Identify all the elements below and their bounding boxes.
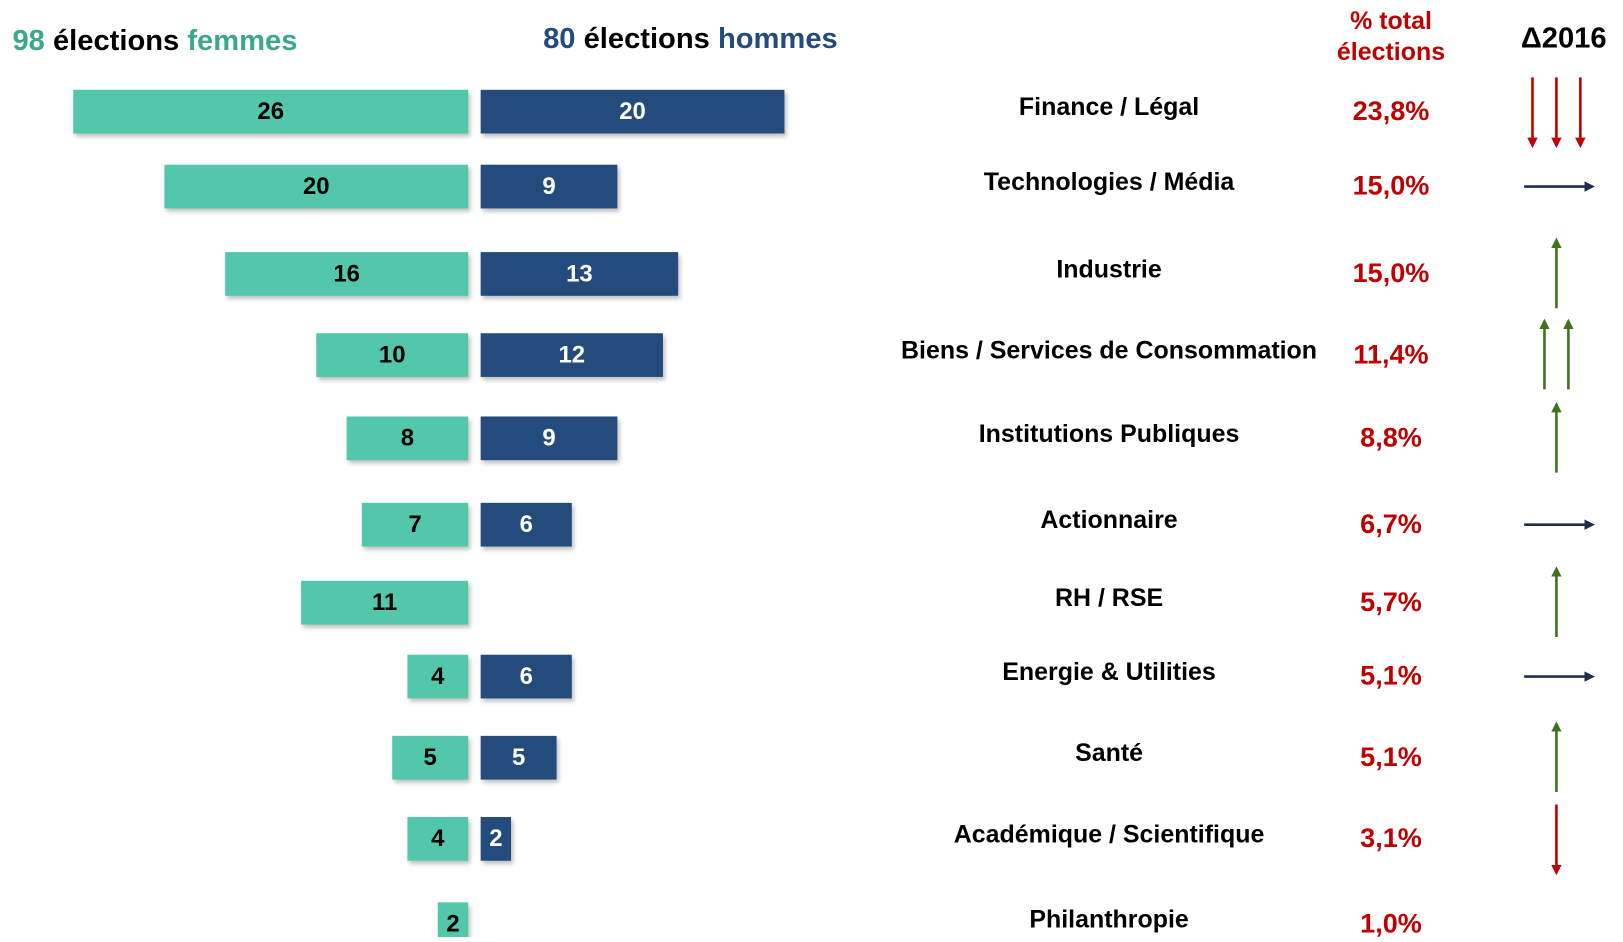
share-header: % total <box>1350 7 1432 35</box>
bar-label: 12 <box>558 341 585 368</box>
category-label: Actionnaire <box>1040 506 1177 534</box>
bar-label: 5 <box>424 744 437 771</box>
share-label: 15,0% <box>1353 258 1430 288</box>
bar <box>480 89 785 134</box>
category-label: Finance / Légal <box>1019 93 1199 121</box>
bar-label: 6 <box>520 663 533 690</box>
bar <box>437 902 469 942</box>
bar <box>480 164 618 209</box>
bar <box>480 502 572 547</box>
left-header: 98 élections femmes <box>12 25 297 57</box>
share-label: 23,8% <box>1353 96 1430 126</box>
bar-label: 11 <box>372 589 397 616</box>
share-label: 5,1% <box>1360 661 1422 691</box>
bar <box>164 164 469 209</box>
bar-label: 5 <box>512 744 525 771</box>
bar <box>480 735 557 780</box>
bar <box>480 817 512 861</box>
bar-label: 13 <box>566 260 593 287</box>
share-label: 5,1% <box>1360 742 1422 772</box>
bar <box>73 89 469 134</box>
category-label: Santé <box>1075 739 1143 767</box>
bar-label: 8 <box>401 425 414 452</box>
bar <box>361 502 469 547</box>
bar-label: 7 <box>408 511 421 538</box>
bar-label: 2 <box>489 825 502 852</box>
bar-label: 20 <box>619 98 646 125</box>
bar-label: 6 <box>520 511 533 538</box>
bar <box>480 252 679 296</box>
bar-label: 20 <box>303 173 330 200</box>
bar-label: 16 <box>333 260 360 287</box>
category-label: Biens / Services de Consommation <box>901 337 1317 365</box>
bar-label: 4 <box>431 663 445 690</box>
bar <box>225 252 469 296</box>
bar <box>407 654 469 699</box>
bar <box>480 416 618 461</box>
share-label: 1,0% <box>1360 908 1422 937</box>
bar-label: 9 <box>542 425 555 452</box>
share-header: élections <box>1337 38 1445 66</box>
bar <box>316 333 469 377</box>
category-label: Philanthropie <box>1029 906 1189 934</box>
bar-label: 2 <box>446 911 459 937</box>
category-label: Energie & Utilities <box>1002 658 1216 686</box>
bar-label: 26 <box>257 98 284 125</box>
category-label: Technologies / Média <box>984 168 1236 196</box>
share-label: 5,7% <box>1360 587 1422 617</box>
bar <box>407 817 469 861</box>
bar-label: 10 <box>379 341 406 368</box>
bar <box>480 654 572 699</box>
category-label: Industrie <box>1056 255 1161 283</box>
bar-label: 9 <box>542 173 555 200</box>
share-label: 11,4% <box>1353 339 1428 369</box>
bar <box>346 416 469 461</box>
category-label: RH / RSE <box>1055 584 1163 612</box>
share-label: 15,0% <box>1353 171 1430 201</box>
category-label: Institutions Publiques <box>979 420 1240 448</box>
share-label: 6,7% <box>1360 509 1422 539</box>
bar <box>301 580 469 625</box>
bar <box>480 333 663 377</box>
bar-label: 4 <box>431 825 445 852</box>
bar <box>392 735 469 780</box>
delta-header: Δ2016 <box>1521 23 1607 55</box>
category-label: Académique / Scientifique <box>954 820 1265 848</box>
right-header: 80 élections hommes <box>543 23 838 55</box>
share-label: 3,1% <box>1360 823 1422 853</box>
share-label: 8,8% <box>1360 423 1422 453</box>
